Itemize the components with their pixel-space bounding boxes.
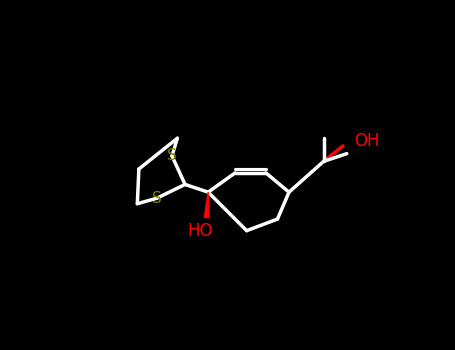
Text: S: S: [167, 148, 177, 163]
Text: HO: HO: [188, 222, 213, 240]
Text: OH: OH: [354, 132, 380, 149]
Text: S: S: [152, 191, 162, 206]
Polygon shape: [204, 192, 209, 218]
